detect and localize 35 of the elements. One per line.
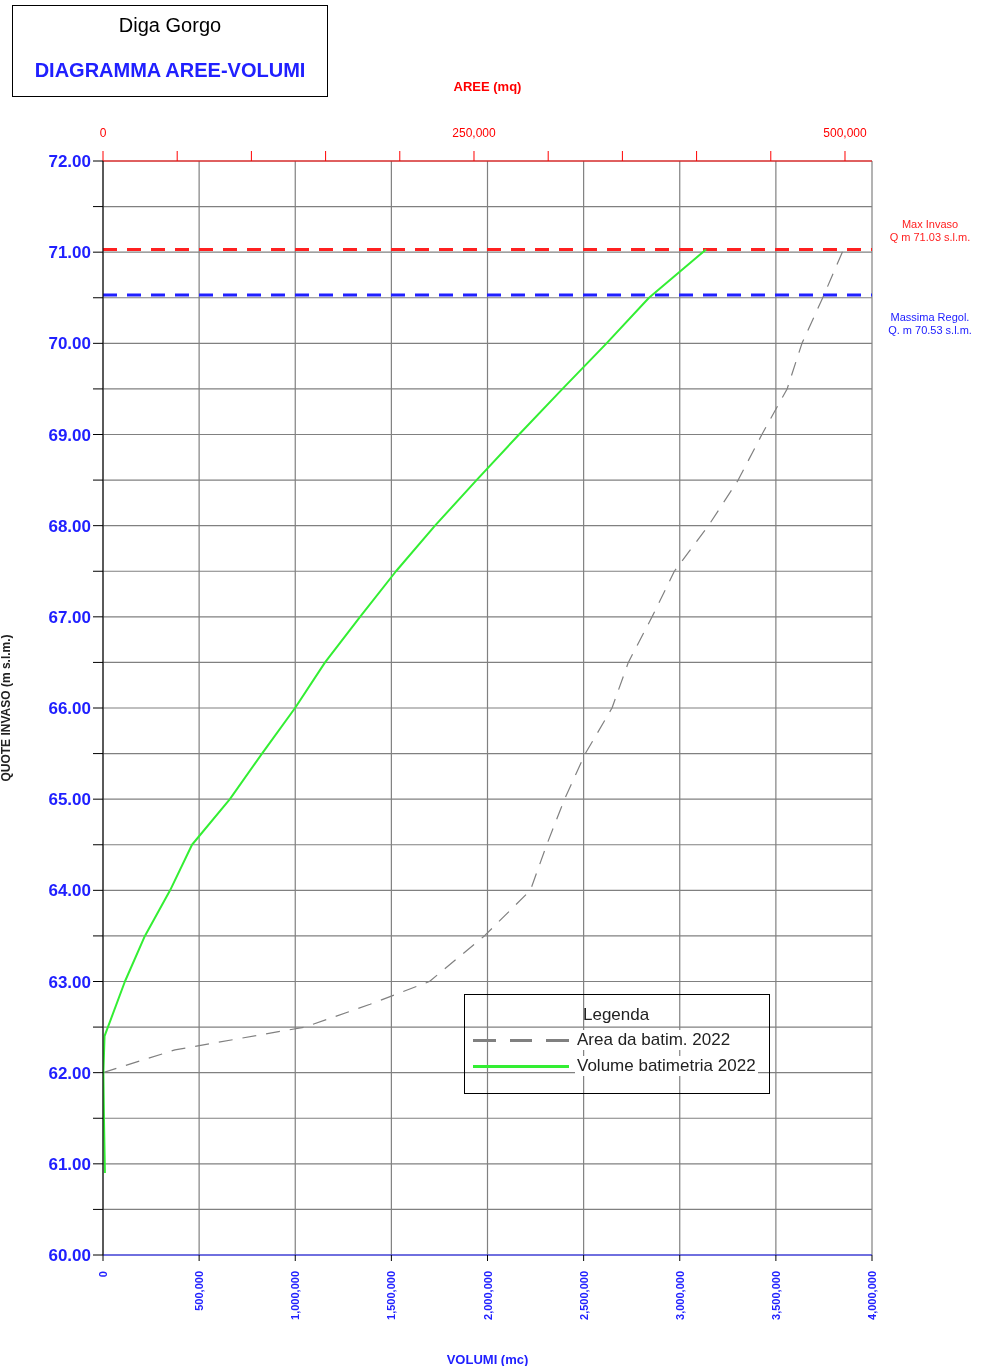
y-tick-label: 64.00 (48, 881, 91, 901)
x-tick-label: 3,500,000 (769, 1271, 782, 1320)
x2-tick-label: 0 (99, 126, 107, 140)
x-tick-label: 0 (97, 1271, 109, 1278)
x-tick-label: 1,000,000 (289, 1271, 302, 1320)
x-tick-label: 4,000,000 (866, 1271, 878, 1320)
legend-label: Area da batim. 2022 (575, 1030, 733, 1050)
legend-title: Legenda (583, 1005, 650, 1025)
y-tick-label: 68.00 (48, 516, 91, 536)
y-tick-label: 72.00 (48, 152, 91, 172)
x-tick-label: 2,500,000 (577, 1271, 590, 1320)
x2-tick-label: 250,000 (452, 126, 496, 140)
y-tick-label: 60.00 (48, 1246, 91, 1266)
y-tick-label: 62.00 (48, 1063, 91, 1083)
ref-line-label: Massima Regol. Q. m 70.53 s.l.m. (888, 311, 972, 337)
ref-line-label: Max Invaso Q m 71.03 s.l.m. (889, 218, 971, 244)
y-tick-label: 66.00 (48, 699, 91, 719)
legend-label: Volume batimetria 2022 (575, 1056, 758, 1076)
x-tick-label: 3,000,000 (673, 1271, 686, 1320)
y-tick-label: 65.00 (48, 790, 91, 810)
chart-title: Diga Gorgo (117, 14, 223, 37)
x-tick-label: 1,500,000 (385, 1271, 398, 1320)
chart-subtitle: DIAGRAMMA AREE-VOLUMI (33, 59, 307, 82)
x-axis-title: VOLUMI (mc) (446, 1352, 529, 1366)
x-tick-label: 2,000,000 (481, 1271, 494, 1320)
y-tick-label: 63.00 (48, 972, 91, 992)
y-tick-label: 70.00 (48, 334, 91, 354)
y-tick-label: 71.00 (48, 243, 91, 263)
y-tick-label: 67.00 (48, 607, 91, 627)
y-tick-label: 61.00 (48, 1154, 91, 1174)
x-tick-label: 500,000 (193, 1271, 206, 1311)
x2-axis-title: AREE (mq) (453, 79, 522, 95)
y-axis-title: QUOTE INVASO (m s.l.m.) (0, 634, 14, 782)
x2-tick-label: 500,000 (823, 126, 867, 140)
y-tick-label: 69.00 (48, 425, 91, 445)
